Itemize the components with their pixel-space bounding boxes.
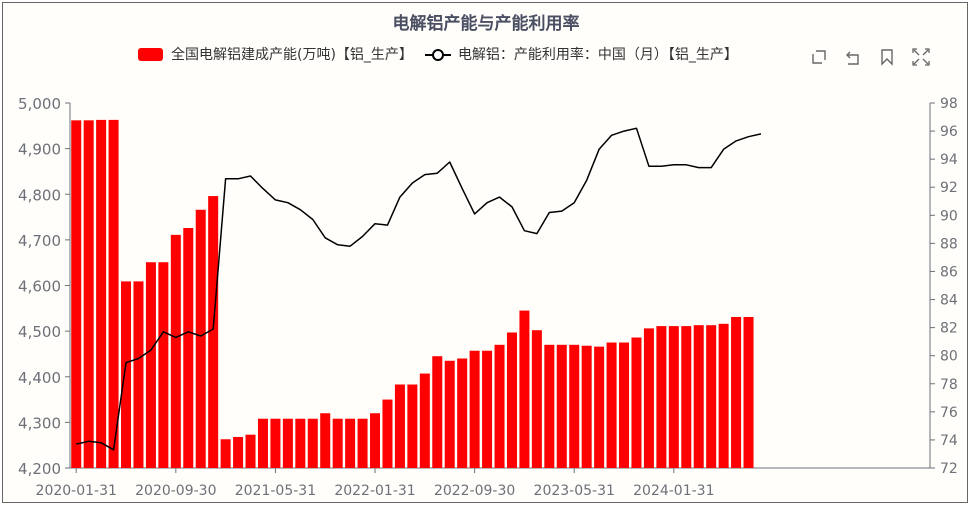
x-tick-label: 2020-09-30 [135, 483, 216, 499]
y-left-tick-label: 4,500 [18, 323, 61, 341]
y-left-tick-label: 4,200 [18, 460, 61, 478]
y-right-tick-label: 98 [940, 96, 958, 112]
y-right-tick-label: 86 [940, 264, 958, 280]
legend-line-swatch[interactable] [424, 48, 451, 61]
y-left-tick-label: 4,400 [18, 369, 61, 387]
y-right-tick-label: 76 [940, 405, 958, 421]
legend-bar-swatch[interactable] [138, 47, 163, 61]
bar [370, 413, 381, 468]
y-left-tick-label: 4,300 [18, 414, 61, 432]
y-right-tick-label: 80 [940, 349, 958, 365]
bar [83, 120, 94, 469]
fullscreen-icon[interactable] [912, 48, 930, 66]
bar [332, 418, 343, 468]
bar [270, 418, 281, 468]
x-tick-label: 2024-01-31 [633, 483, 714, 499]
bar [220, 439, 231, 468]
bar [108, 119, 119, 468]
bookmark-icon[interactable] [878, 48, 896, 66]
y-left-tick-label: 4,600 [18, 278, 61, 296]
bar [693, 325, 704, 468]
bar [506, 332, 517, 468]
bar [482, 350, 493, 468]
bar [158, 262, 169, 468]
bar [382, 399, 393, 468]
legend-line-label[interactable]: 电解铝：产能利用率：中国（月）【铝_生产】 [457, 47, 738, 63]
bar [145, 262, 156, 468]
bar [307, 418, 318, 468]
legend[interactable]: 全国电解铝建成产能(万吨)【铝_生产】 电解铝：产能利用率：中国（月）【铝_生产… [138, 44, 738, 64]
bar [681, 326, 692, 468]
bar [457, 358, 468, 468]
x-tick-label: 2022-09-30 [434, 483, 515, 499]
bar [531, 330, 542, 468]
bar [96, 119, 107, 468]
y-right-tick-label: 84 [940, 293, 958, 309]
bar [469, 350, 480, 468]
bar [320, 413, 331, 468]
bar [133, 281, 144, 468]
bar [731, 316, 742, 468]
bar [394, 384, 405, 468]
bar [233, 436, 244, 468]
y-left-tick-label: 4,900 [18, 141, 61, 159]
bar [245, 434, 256, 468]
bar [357, 418, 368, 468]
x-tick-label: 2023-05-31 [534, 483, 615, 499]
y-right-tick-label: 82 [940, 321, 958, 337]
bar [668, 326, 679, 468]
bar [494, 344, 505, 468]
bar [656, 326, 667, 468]
bar [208, 196, 219, 468]
bar [282, 418, 293, 468]
chart-title: 电解铝产能与产能利用率 [392, 14, 580, 34]
x-tick-label: 2020-01-31 [36, 483, 117, 499]
y-left-tick-label: 4,700 [18, 232, 61, 250]
y-left-tick-label: 4,800 [18, 186, 61, 204]
bar [569, 344, 580, 468]
undo-icon[interactable] [844, 48, 862, 66]
bar [419, 373, 430, 468]
bar [519, 310, 530, 468]
bar [594, 346, 605, 468]
bar [257, 418, 268, 468]
bar [743, 316, 754, 468]
y-right-tick-label: 78 [940, 377, 958, 393]
bar [407, 384, 418, 468]
bar [295, 418, 306, 468]
line-series [76, 127, 762, 451]
bar [544, 344, 555, 468]
bar [619, 342, 630, 468]
bar [195, 209, 206, 468]
bar [345, 418, 356, 468]
bar [631, 337, 642, 468]
bar [170, 234, 181, 468]
y-right-tick-label: 90 [940, 208, 958, 224]
bar [643, 328, 654, 468]
bar [444, 360, 455, 468]
y-right-tick-label: 88 [940, 236, 958, 252]
x-tick-label: 2021-05-31 [235, 483, 316, 499]
bar [121, 281, 132, 468]
bar [556, 344, 567, 468]
bar [71, 120, 82, 469]
y-left-tick-label: 5,000 [18, 95, 61, 113]
restore-area-icon[interactable] [810, 48, 828, 66]
toolbox [810, 48, 946, 66]
bar [432, 356, 443, 468]
bar [706, 325, 717, 468]
x-tick-label: 2022-01-31 [334, 483, 415, 499]
y-right-tick-label: 92 [940, 180, 958, 196]
bar [581, 345, 592, 468]
y-right-tick-label: 72 [940, 461, 958, 477]
bar [718, 323, 729, 468]
bar [606, 342, 617, 468]
bar [183, 228, 194, 468]
legend-bar-label[interactable]: 全国电解铝建成产能(万吨)【铝_生产】 [171, 47, 413, 63]
y-right-tick-label: 96 [940, 124, 958, 140]
y-right-tick-label: 74 [940, 433, 958, 449]
y-right-tick-label: 94 [940, 152, 958, 168]
